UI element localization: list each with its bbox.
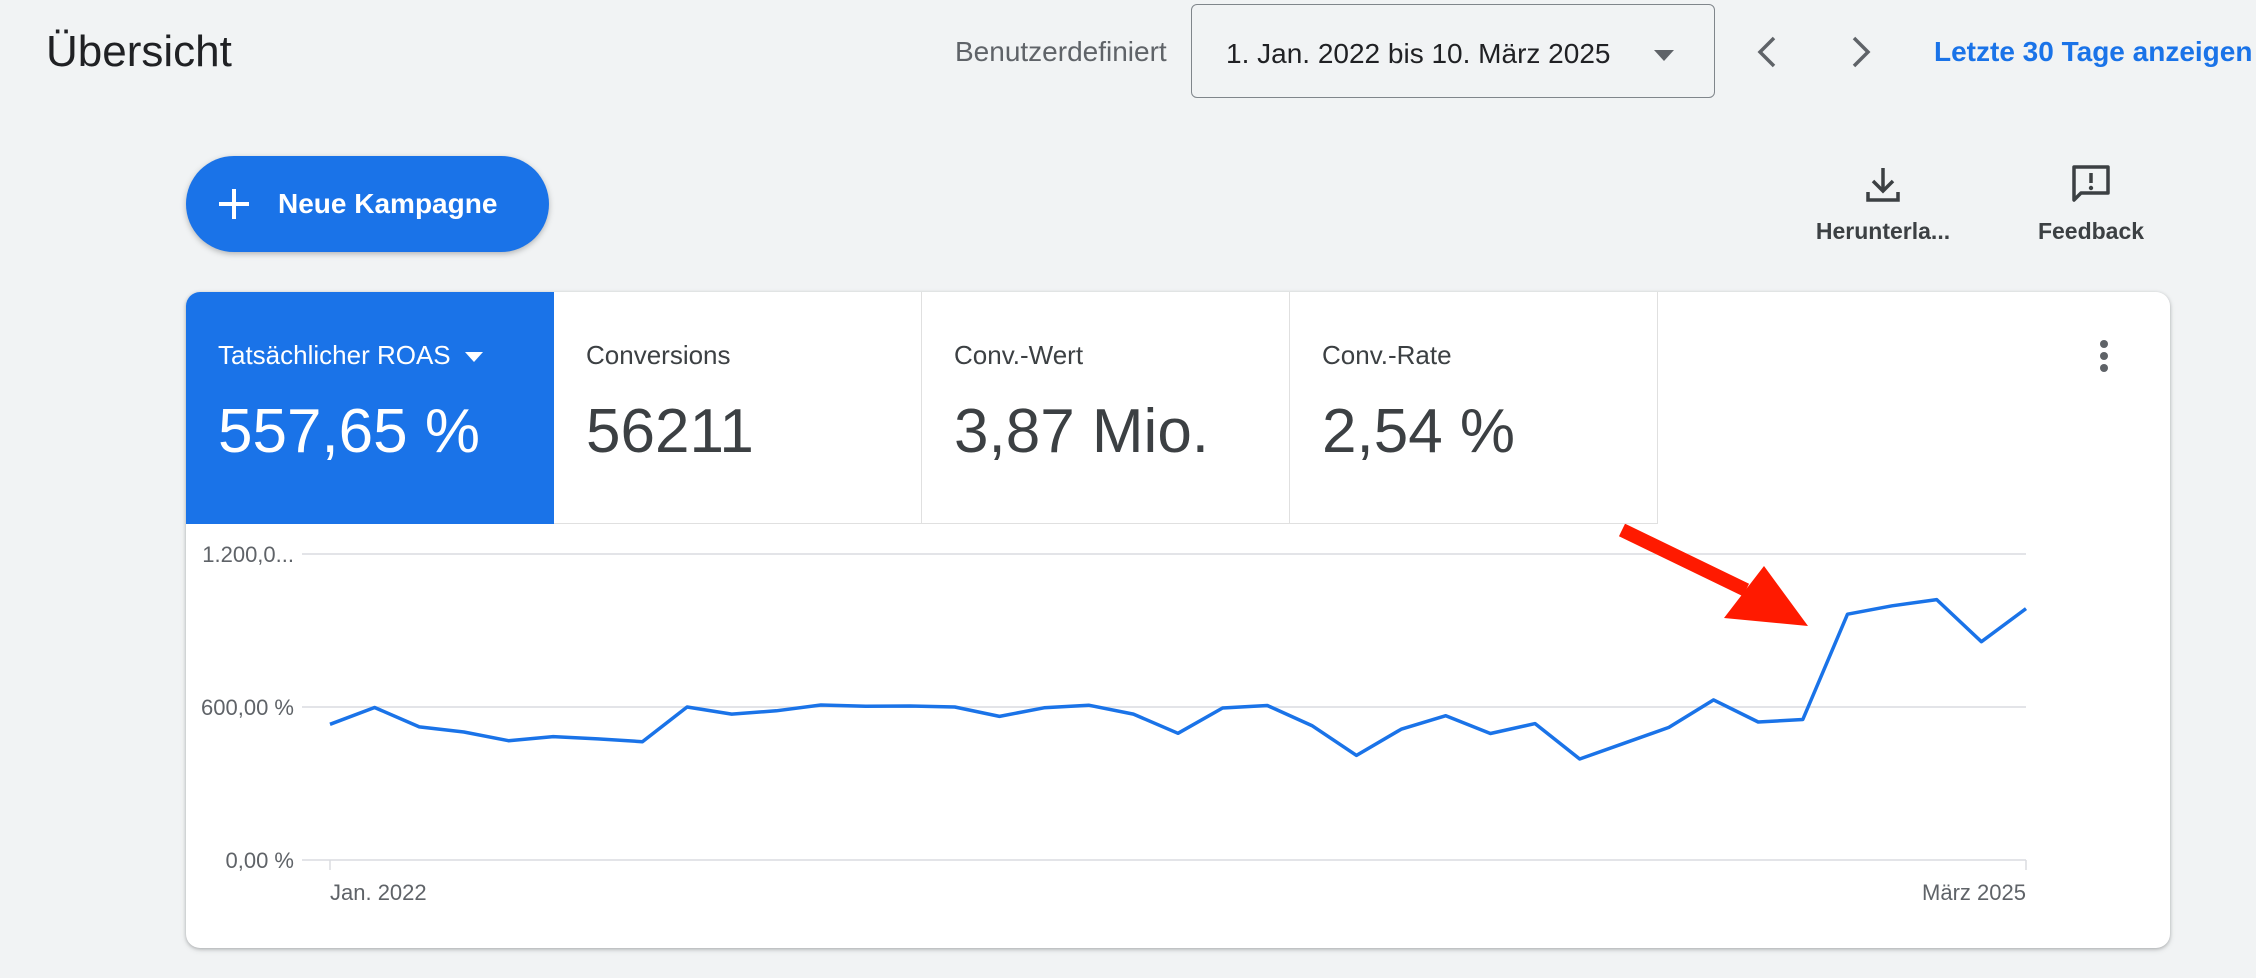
date-range-type-label: Benutzerdefiniert bbox=[955, 36, 1167, 67]
metric-label: Conv.-Rate bbox=[1322, 340, 1452, 370]
metric-tile-roas[interactable]: Tatsächlicher ROAS 557,65 % bbox=[186, 292, 554, 524]
metric-value: 56211 bbox=[586, 397, 754, 466]
x-tick-label: Jan. 2022 bbox=[330, 880, 427, 905]
roas-series-line bbox=[329, 597, 2028, 761]
last-30-days-link[interactable]: Letzte 30 Tage anzeigen bbox=[1934, 36, 2253, 67]
y-tick-label: 0,00 % bbox=[226, 848, 295, 873]
feedback-button[interactable]: Feedback bbox=[2011, 160, 2171, 245]
download-button[interactable]: Herunterla... bbox=[1803, 160, 1963, 245]
metric-label-text: Tatsächlicher ROAS bbox=[218, 340, 451, 370]
metric-value: 557,65 % bbox=[218, 397, 480, 466]
more-vert-icon bbox=[2100, 340, 2108, 372]
caret-down-icon bbox=[1654, 50, 1674, 61]
metric-tile-conv-value[interactable]: Conv.-Wert 3,87 Mio. bbox=[922, 292, 1290, 524]
plus-icon bbox=[219, 189, 249, 219]
y-tick-label: 1.200,0... bbox=[202, 542, 294, 567]
metric-value: 3,87 Mio. bbox=[954, 397, 1210, 466]
date-range-select[interactable]: 1. Jan. 2022 bis 10. März 2025 bbox=[1191, 4, 1715, 98]
caret-down-icon bbox=[464, 352, 483, 363]
feedback-label: Feedback bbox=[2037, 218, 2145, 244]
metric-tile-conv-rate[interactable]: Conv.-Rate 2,54 % bbox=[1290, 292, 1658, 524]
metric-label: Conv.-Wert bbox=[954, 340, 1084, 370]
date-range-value: 1. Jan. 2022 bis 10. März 2025 bbox=[1226, 38, 1611, 69]
download-label: Herunterla... bbox=[1815, 218, 1951, 244]
next-period-button[interactable] bbox=[1833, 24, 1889, 80]
previous-period-button[interactable] bbox=[1739, 24, 1795, 80]
feedback-icon bbox=[2072, 165, 2110, 202]
download-icon bbox=[1866, 168, 1900, 202]
performance-card: Tatsächlicher ROAS 557,65 % Conversions … bbox=[186, 292, 2170, 948]
metric-tile-conversions[interactable]: Conversions 56211 bbox=[554, 292, 922, 524]
roas-line-chart: 1.200,0... 600,00 % 0,00 % Jan. 2022 März 20… bbox=[186, 524, 2170, 948]
y-tick-label: 600,00 % bbox=[201, 695, 294, 720]
annotation-arrow-head bbox=[1724, 566, 1808, 626]
annotation-arrow-shaft bbox=[1618, 524, 1750, 597]
more-options-button[interactable] bbox=[2084, 332, 2124, 380]
chevron-right-icon bbox=[1852, 36, 1871, 68]
new-campaign-button[interactable]: Neue Kampagne bbox=[186, 156, 549, 252]
metric-value: 2,54 % bbox=[1322, 397, 1516, 466]
metric-label: Tatsächlicher ROAS bbox=[218, 338, 483, 372]
page-title: Übersicht bbox=[46, 27, 232, 76]
chevron-left-icon bbox=[1757, 36, 1776, 68]
chart-svg: 1.200,0... 600,00 % 0,00 % Jan. 2022 März 20… bbox=[201, 524, 2028, 905]
metric-label: Conversions bbox=[586, 340, 731, 370]
new-campaign-label: Neue Kampagne bbox=[278, 188, 498, 219]
x-tick-label: März 2025 bbox=[1922, 880, 2026, 905]
